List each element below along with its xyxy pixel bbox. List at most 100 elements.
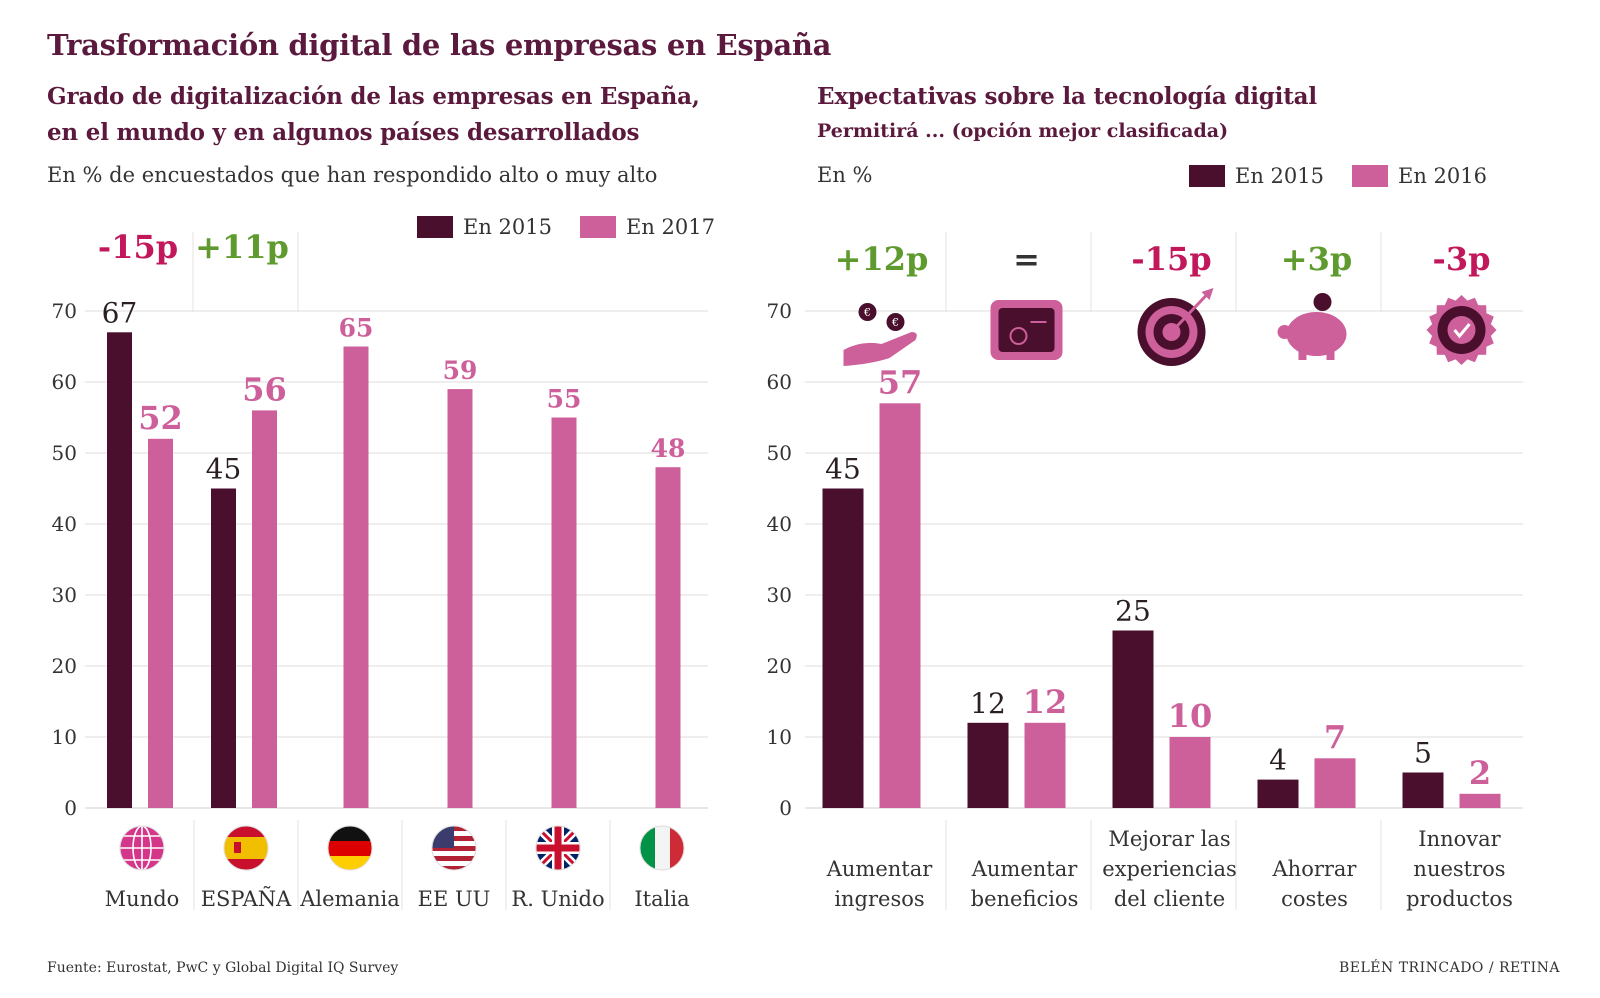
flag-outline (327, 825, 373, 871)
hand-coins-icon: €€ (843, 303, 917, 366)
y-tick-label: 20 (52, 654, 77, 678)
bar-2016 (1169, 737, 1211, 808)
flag-body (640, 826, 684, 870)
x-category-label: Innovar (1418, 827, 1501, 851)
legend-swatch (579, 216, 616, 238)
bar-2015 (1257, 779, 1299, 808)
spain-flag-icon (223, 825, 269, 871)
stripe (224, 837, 268, 859)
bar-2015 (211, 488, 236, 808)
bar-2015-label: 45 (206, 453, 242, 486)
bar-2017 (343, 346, 369, 808)
x-category-label: Ahorrar (1272, 857, 1358, 881)
bar-2017 (447, 389, 473, 808)
x-category-label: Mejorar las (1108, 827, 1230, 851)
pig-coin (1313, 293, 1332, 311)
left-legend-item-2015: En 2015 (417, 215, 552, 239)
bar-2017-label: 65 (339, 314, 374, 343)
stripe (640, 826, 655, 870)
check-mark (1453, 323, 1471, 339)
coat (234, 842, 241, 853)
right-panel-unit: En % (817, 163, 873, 187)
pig-leg (1298, 348, 1307, 360)
credit-note: BELÉN TRINCADO / RETINA (1338, 960, 1560, 976)
right-grid: 0 10 20 30 40 50 60 70 (767, 299, 1523, 820)
left-panel-title-line1: Grado de digitalización de las empresas … (47, 83, 700, 110)
bar-2016 (1024, 722, 1066, 808)
left-legend-item-2017: En 2017 (579, 215, 715, 239)
germany-flag-icon (327, 825, 373, 871)
flag-outline (119, 825, 165, 871)
bar-2017-label: 48 (651, 434, 686, 463)
y-tick-label: 0 (64, 796, 77, 820)
stripe (328, 856, 372, 870)
stripe (655, 826, 670, 870)
bar-2015-label: 67 (102, 296, 138, 329)
usa-flag-icon (431, 825, 477, 871)
bar-2017-label: 52 (138, 399, 183, 437)
y-tick-label: 50 (52, 441, 77, 465)
y-tick-label: 0 (779, 796, 792, 820)
stripe (432, 846, 476, 851)
bar-2016-label: 10 (1168, 697, 1213, 735)
bar-2017 (252, 410, 277, 808)
bar-2016 (879, 403, 921, 808)
right-panel-title: Expectativas sobre la tecnología digital (817, 83, 1317, 110)
pig-snout (1277, 325, 1292, 339)
pig-leg (1326, 348, 1335, 360)
flag-body (328, 826, 372, 870)
x-category-label: Aumentar (971, 857, 1079, 881)
italy-flag-icon (639, 825, 685, 871)
right-legend-item-2016: En 2016 (1351, 164, 1487, 188)
flag-body (120, 826, 164, 870)
delta-annotation: -15p (98, 228, 178, 266)
safe-icon (990, 300, 1063, 360)
bar-2016-label: 7 (1324, 718, 1346, 756)
stripe (328, 841, 372, 856)
pig-body (1286, 312, 1347, 356)
flag-body (536, 826, 580, 870)
x-category-label: nuestros (1413, 857, 1505, 881)
left-legend: En 2015 En 2017 (417, 215, 743, 239)
y-tick-label: 70 (767, 299, 792, 323)
x-category-label: ESPAÑA (201, 887, 292, 911)
bar-2015 (967, 722, 1009, 808)
y-tick-label: 30 (767, 583, 792, 607)
bar-2015 (107, 332, 132, 808)
hand (843, 332, 917, 366)
stripe (432, 851, 476, 856)
globe-icon (119, 825, 165, 871)
x-category-label: Aumentar (826, 857, 934, 881)
x-category-label: Mundo (105, 887, 180, 911)
bar-2016-label: 12 (1023, 683, 1068, 721)
page-title: Trasformación digital de las empresas en… (47, 28, 832, 62)
bar-2015 (1112, 630, 1154, 808)
delta-annotation: = (1013, 240, 1040, 278)
source-note: Fuente: Eurostat, PwC y Global Digital I… (47, 960, 399, 976)
stripe (432, 856, 476, 861)
x-category-label: productos (1406, 887, 1513, 911)
bar-2015-label: 25 (1115, 595, 1151, 628)
y-tick-label: 10 (767, 725, 792, 749)
bar-2017-label: 56 (242, 370, 287, 408)
flag-outline (639, 825, 685, 871)
x-category-label: Alemania (299, 887, 400, 911)
globe-lon (132, 826, 152, 870)
safe-door (998, 308, 1055, 352)
right-legend-item-2015: En 2015 (1189, 164, 1324, 188)
coin (886, 313, 905, 331)
right-legend: En 2015 En 2016 (1189, 164, 1515, 188)
y-tick-label: 10 (52, 725, 77, 749)
stripe (432, 861, 476, 866)
left-panel-subtitle: En % de encuestados que han respondido a… (47, 163, 658, 187)
delta-annotation: +11p (195, 228, 289, 266)
bar-2017 (551, 417, 577, 808)
bar-2015 (822, 488, 864, 808)
bar-2017 (148, 438, 173, 808)
x-category-label: experiencias (1102, 857, 1237, 881)
bar-2016 (1314, 758, 1356, 808)
legend-swatch (417, 216, 453, 238)
delta-annotation: -15p (1131, 240, 1211, 278)
legend-swatch (1189, 165, 1225, 187)
